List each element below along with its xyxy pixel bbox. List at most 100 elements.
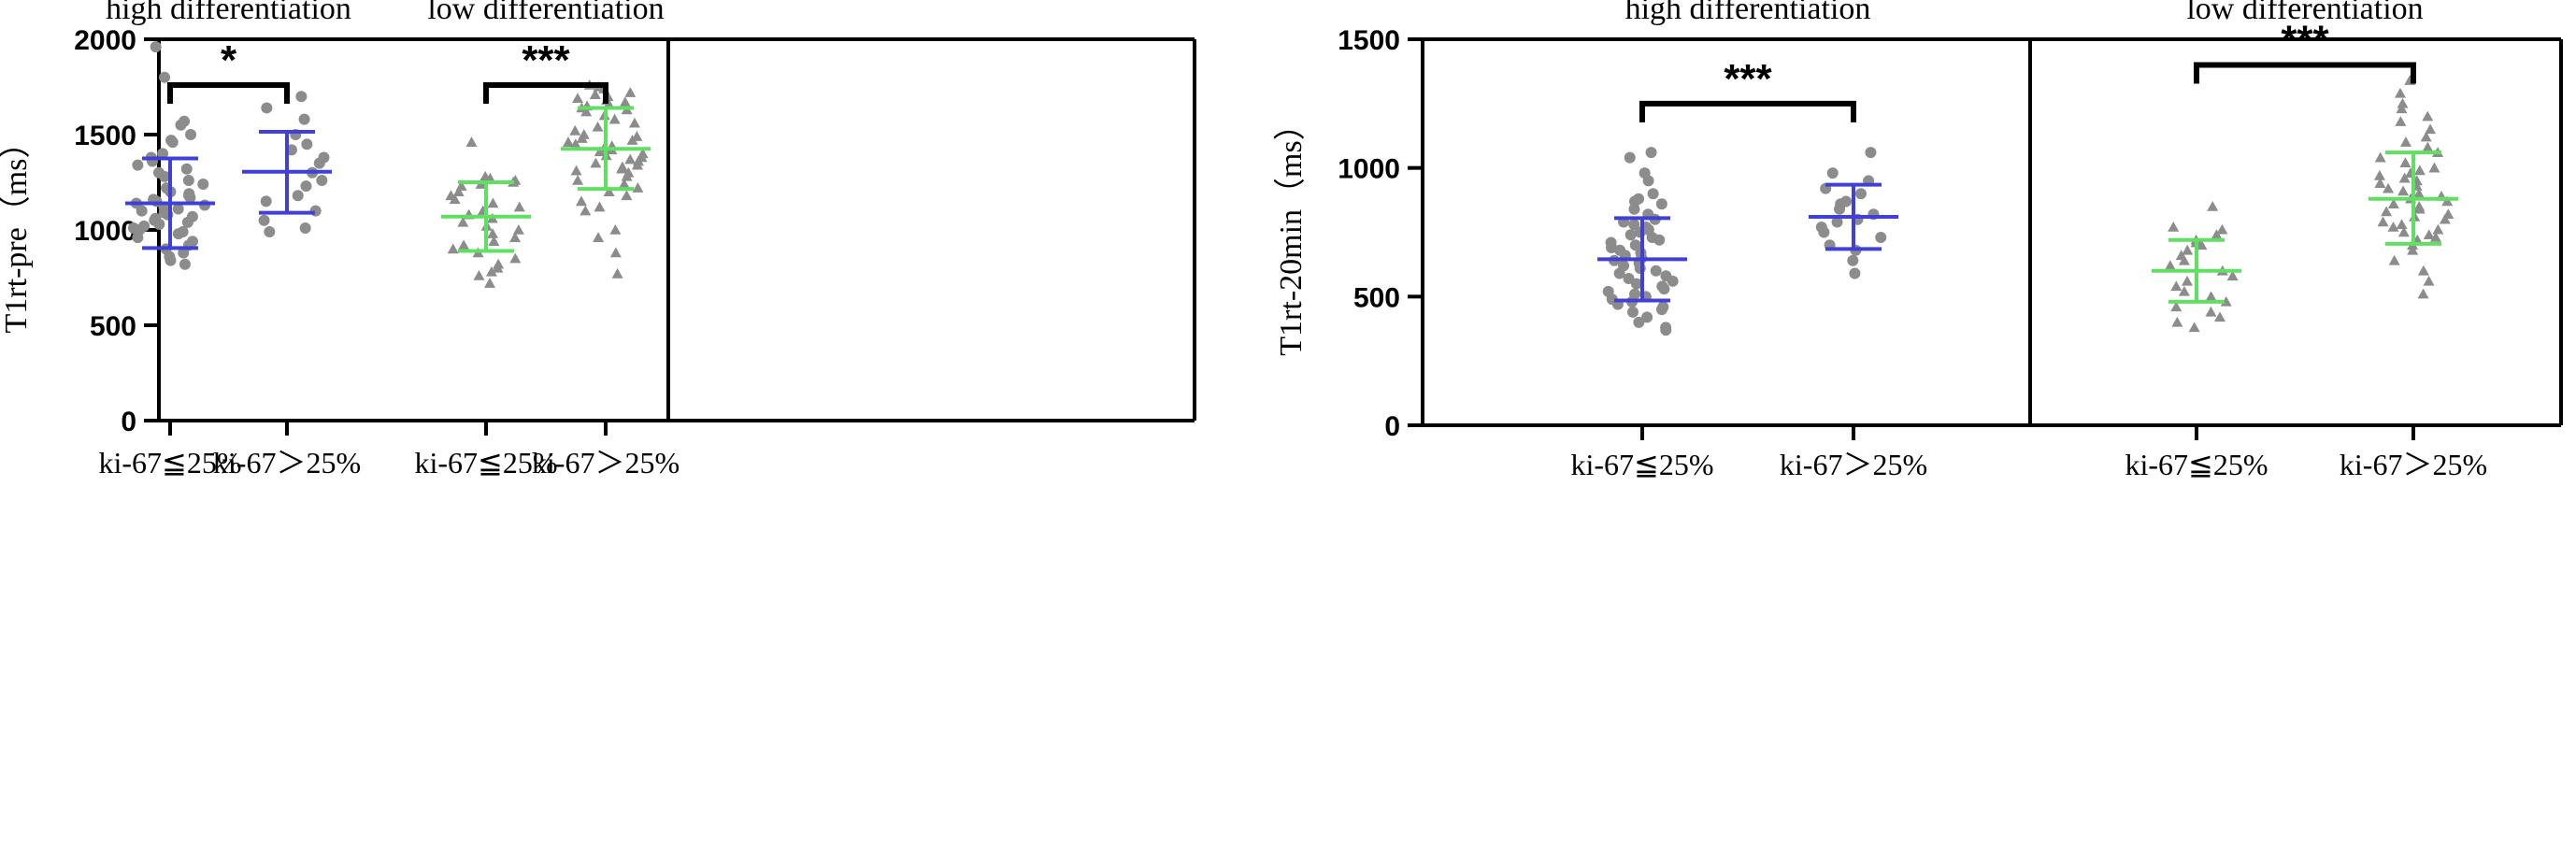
data-point bbox=[166, 136, 179, 149]
data-point bbox=[179, 258, 191, 270]
data-point bbox=[570, 165, 582, 176]
x-tick-label: ki-67＞25% bbox=[1780, 448, 1927, 481]
data-point bbox=[594, 201, 606, 212]
x-tick-label: ki-67≦25% bbox=[414, 446, 557, 479]
y-axis-title: T1rt-20min（ms） bbox=[1273, 108, 1309, 355]
significance-label: *** bbox=[522, 37, 570, 83]
y-tick-label: 1500 bbox=[1338, 25, 1400, 56]
data-point bbox=[1653, 234, 1666, 246]
data-point bbox=[580, 205, 592, 216]
data-point bbox=[165, 254, 177, 266]
data-point bbox=[1826, 167, 1839, 179]
y-tick-label: 500 bbox=[90, 311, 136, 342]
y-tick-label: 0 bbox=[121, 407, 136, 437]
data-point bbox=[292, 190, 304, 202]
data-point bbox=[1641, 311, 1653, 323]
data-point bbox=[2170, 301, 2182, 312]
data-point bbox=[2373, 169, 2385, 180]
data-point bbox=[2205, 306, 2217, 317]
data-point bbox=[589, 89, 601, 99]
data-point bbox=[184, 192, 196, 204]
y-tick-label: 1500 bbox=[74, 121, 136, 151]
data-point bbox=[153, 218, 165, 230]
significance-label: *** bbox=[1724, 56, 1772, 102]
panel-title: high differentiation bbox=[1625, 0, 1871, 26]
data-point bbox=[1642, 175, 1654, 187]
panel-title: low differentiation bbox=[2186, 0, 2423, 26]
data-point bbox=[2420, 131, 2432, 142]
data-point bbox=[1634, 226, 1646, 238]
data-point bbox=[260, 195, 272, 207]
panel-1: high differentiation ki-67≦25% ki-67＞25% **… bbox=[1570, 0, 1927, 481]
data-point bbox=[2182, 244, 2194, 255]
data-point bbox=[2205, 291, 2217, 302]
y-tick-label: 500 bbox=[1353, 282, 1400, 313]
data-point bbox=[458, 239, 470, 250]
data-point bbox=[2196, 239, 2208, 250]
data-point bbox=[2407, 244, 2419, 255]
data-point bbox=[1660, 324, 1672, 336]
data-point bbox=[2383, 182, 2395, 193]
data-point bbox=[309, 205, 322, 217]
data-point bbox=[626, 135, 638, 145]
data-point bbox=[447, 243, 459, 254]
data-point bbox=[2432, 223, 2444, 235]
data-point bbox=[172, 203, 184, 215]
data-point bbox=[624, 153, 637, 165]
y-tick-label: 0 bbox=[1384, 411, 1400, 442]
data-point bbox=[621, 170, 633, 181]
data-point bbox=[301, 138, 313, 150]
data-point bbox=[1655, 198, 1667, 210]
data-point bbox=[2422, 141, 2434, 152]
y-tick-label: 2000 bbox=[74, 25, 136, 56]
data-point bbox=[608, 113, 621, 124]
data-point bbox=[178, 247, 190, 259]
x-tick-label: ki-67＞25% bbox=[213, 446, 361, 479]
data-point bbox=[159, 71, 171, 83]
data-point bbox=[2374, 178, 2386, 188]
y-tick-label: 1000 bbox=[1338, 154, 1400, 185]
x-tick-label: ki-67＞25% bbox=[2340, 448, 2487, 481]
data-point bbox=[2377, 216, 2389, 227]
data-point bbox=[449, 193, 461, 205]
data-point bbox=[2423, 275, 2435, 286]
significance-bracket bbox=[1639, 100, 1856, 122]
data-point bbox=[299, 222, 311, 234]
panel-2: low differentiation ki-67≦25%ki-67＞25% *** bbox=[414, 0, 680, 479]
data-point bbox=[182, 174, 194, 186]
data-point bbox=[1624, 229, 1637, 241]
data-point bbox=[575, 195, 587, 207]
data-point bbox=[2396, 219, 2408, 230]
data-point bbox=[1834, 203, 1846, 215]
data-point bbox=[509, 232, 522, 242]
data-point bbox=[2413, 165, 2426, 176]
data-point bbox=[452, 186, 465, 196]
data-point bbox=[1865, 147, 1877, 159]
data-point bbox=[2381, 206, 2393, 217]
data-point bbox=[2397, 226, 2410, 237]
data-point bbox=[264, 226, 276, 238]
data-point bbox=[2413, 188, 2426, 198]
data-point bbox=[618, 179, 630, 189]
data-point bbox=[2398, 172, 2411, 183]
data-point bbox=[181, 216, 193, 228]
significance-bracket bbox=[167, 81, 290, 104]
data-point bbox=[2399, 157, 2411, 167]
data-point bbox=[616, 163, 628, 174]
data-point bbox=[609, 224, 622, 235]
data-point bbox=[485, 265, 497, 277]
panel-title: high differentiation bbox=[106, 0, 351, 26]
data-point bbox=[1626, 306, 1639, 318]
y-tick-label: 1000 bbox=[74, 216, 136, 247]
data-point bbox=[628, 117, 640, 128]
data-point bbox=[2216, 223, 2228, 235]
data-point bbox=[2178, 285, 2190, 296]
data-point bbox=[1854, 188, 1867, 200]
data-point bbox=[2178, 254, 2190, 265]
y-axis-title: T1rt-pre（ms） bbox=[0, 127, 34, 334]
data-point bbox=[2220, 295, 2232, 307]
data-point bbox=[258, 214, 270, 226]
data-point bbox=[487, 197, 499, 208]
chart-2: 0 500 1000 1500 T1rt-20min（ms） high different… bbox=[1273, 0, 2563, 481]
data-point bbox=[159, 170, 171, 182]
